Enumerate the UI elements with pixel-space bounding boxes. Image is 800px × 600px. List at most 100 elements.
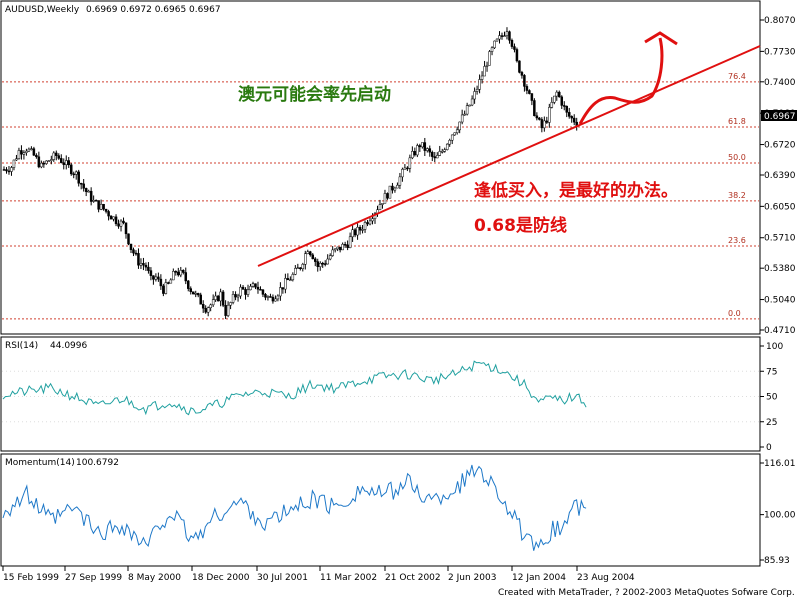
arrow-head-icon (644, 31, 678, 46)
candle-body (234, 294, 237, 298)
candle-body (284, 278, 287, 290)
candle-body (84, 188, 88, 192)
candle-body (545, 120, 549, 123)
candle-body (65, 160, 68, 165)
candle-body (483, 66, 486, 77)
candle-body (15, 158, 18, 161)
candle-body (261, 289, 265, 295)
candle-body (336, 246, 339, 250)
candle-body (77, 171, 80, 184)
candle-body (30, 148, 33, 150)
candle-body (157, 276, 160, 280)
price-tick-label: 0.4710 (764, 326, 796, 336)
candle-body (276, 295, 280, 300)
candle-body (301, 264, 305, 269)
candle-body (244, 289, 247, 295)
candle-body (343, 244, 347, 246)
candle-body (42, 162, 46, 165)
candle-body (358, 226, 362, 231)
candle-body (299, 267, 302, 269)
candle-body (37, 156, 41, 168)
price-tick-label: 0.7400 (764, 78, 796, 88)
candle-body (124, 222, 128, 235)
candle-body (555, 91, 559, 97)
candle-body (393, 187, 397, 191)
candle-body (396, 184, 399, 189)
rsi-value: 44.0996 (50, 341, 87, 351)
ohlc-readout: 0.6969 0.6972 0.6965 0.6967 (86, 5, 221, 15)
candle-body (346, 244, 349, 248)
fib-level-label: 76.4 (728, 72, 746, 81)
candle-body (470, 98, 474, 106)
candle-body (264, 294, 267, 298)
time-tick-label: 30 Jul 2001 (257, 573, 308, 583)
candle-body (478, 79, 481, 90)
candle-body (89, 190, 93, 202)
candle-body (366, 222, 369, 225)
candle-body (154, 276, 158, 280)
candle-body (119, 220, 123, 227)
candle-body (455, 129, 459, 134)
candle-body (403, 167, 407, 170)
candle-body (67, 160, 70, 166)
candle-body (433, 156, 437, 159)
candle-body (421, 142, 424, 148)
candle-body (224, 305, 227, 316)
candle-body (503, 35, 506, 37)
candle-body (411, 151, 414, 159)
candle-body (196, 293, 200, 296)
candle-body (286, 278, 290, 281)
fibonacci-levels: 76.4 61.8 50.0 38.2 23.6 0.0 (2, 72, 759, 320)
price-tick-label: 0.7730 (764, 47, 796, 57)
candle-body (513, 46, 516, 50)
candle-body (543, 120, 546, 129)
rsi-label: RSI(14) (5, 341, 38, 351)
candle-body (318, 262, 322, 267)
candle-body (164, 282, 168, 294)
candle-body (458, 121, 461, 131)
candle-body (177, 271, 180, 276)
candle-body (274, 298, 277, 302)
candle-body (112, 216, 115, 220)
momentum-tick-label: 116.01 (764, 459, 796, 469)
candle-body (445, 143, 449, 150)
candle-body (363, 222, 367, 230)
candle-body (172, 271, 175, 281)
candle-body (498, 35, 501, 40)
candle-body (254, 283, 257, 288)
candle-body (341, 244, 344, 251)
candle-body (209, 304, 212, 308)
candle-body (159, 278, 163, 287)
candle-body (104, 208, 108, 212)
fib-level-label: 50.0 (728, 153, 746, 162)
candle-body (69, 164, 73, 175)
candle-body (134, 252, 138, 255)
candle-body (72, 173, 75, 176)
time-tick-label: 8 May 2000 (128, 573, 181, 583)
candle-body (321, 262, 324, 265)
candle-body (548, 107, 551, 123)
candle-body (281, 287, 285, 290)
candle-body (388, 185, 392, 199)
candle-body (416, 145, 419, 156)
momentum-series-line (2, 464, 587, 551)
candle-body (2, 169, 6, 171)
candle-body (62, 162, 66, 165)
candle-body (199, 294, 202, 305)
candle-body (443, 149, 446, 152)
candle-body (142, 263, 145, 266)
candle-body (331, 249, 334, 256)
momentum-tick-label: 100.00 (764, 511, 796, 521)
price-tick-label: 0.5380 (764, 264, 796, 274)
candle-body (60, 158, 63, 163)
candle-body (279, 287, 282, 297)
candle-body (50, 159, 53, 161)
candle-body (169, 279, 173, 284)
candle-body (495, 38, 499, 42)
candle-body (348, 236, 352, 248)
candle-body (450, 134, 454, 141)
candle-body (294, 268, 297, 275)
rsi-tick-label: 50 (766, 393, 778, 403)
candle-body (540, 119, 544, 129)
candle-body (249, 286, 252, 291)
